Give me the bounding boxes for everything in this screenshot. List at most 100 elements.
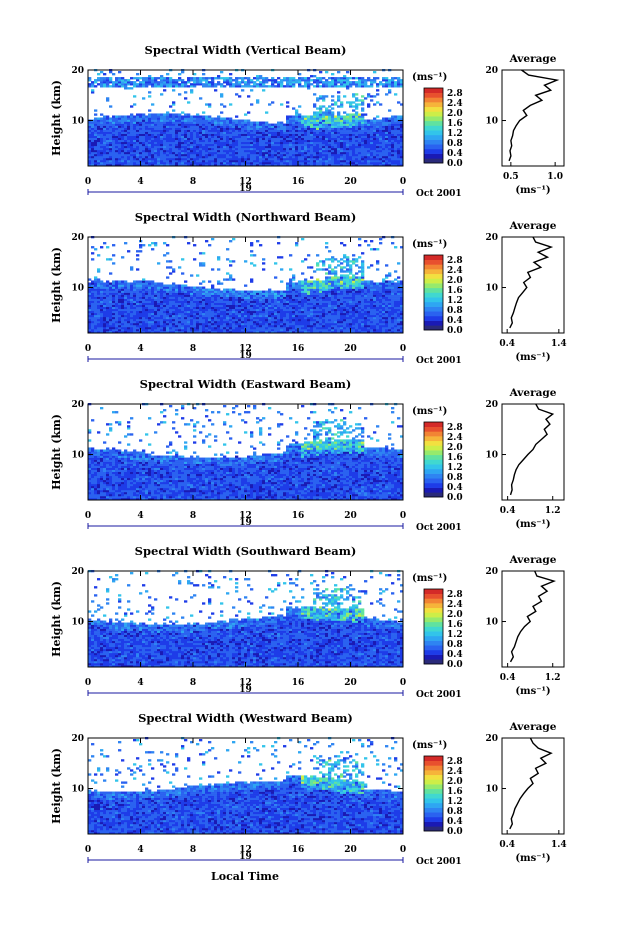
colorbar-swatch <box>424 320 443 326</box>
average-x-tick-label: 1.4 <box>551 840 567 850</box>
colorbar-label: 1.2 <box>447 129 463 139</box>
colorbar-label: 0.0 <box>447 493 463 503</box>
colorbar-label: 1.6 <box>447 286 463 296</box>
x-tick-label: 12 <box>239 177 252 187</box>
date-label: 19 <box>239 184 252 194</box>
colorbar-swatch <box>424 468 443 474</box>
colorbar-swatch <box>424 255 443 260</box>
colorbar-swatch <box>424 454 443 460</box>
colorbar-swatch <box>424 102 443 108</box>
colorbar-label: 1.6 <box>447 453 463 463</box>
colorbar-label: 0.4 <box>447 316 463 326</box>
colorbar-label: 0.0 <box>447 326 463 336</box>
average-panel: Average 20 10 0.4 1.4(ms⁻¹) <box>485 721 566 864</box>
colorbar: (ms⁻¹)2.82.42.01.61.20.80.40.0 <box>412 239 463 336</box>
x-tick-label: 12 <box>239 344 252 354</box>
colorbar-swatch <box>424 92 443 98</box>
colorbar-label: 2.4 <box>447 266 463 276</box>
average-title: Average <box>509 721 557 733</box>
x-tick-label: 16 <box>292 344 305 354</box>
colorbar-label: 0.8 <box>447 306 463 316</box>
average-frame <box>501 570 565 668</box>
colorbar-swatch <box>424 297 443 303</box>
colorbar-label: 0.8 <box>447 807 463 817</box>
colorbar-label: 2.8 <box>447 89 463 99</box>
colorbar-label: 0.4 <box>447 483 463 493</box>
colorbar: (ms⁻¹)2.82.42.01.61.20.80.40.0 <box>412 406 463 503</box>
colorbar-swatch <box>424 158 443 164</box>
colorbar-swatch <box>424 450 443 456</box>
y-tick-label: 10 <box>71 451 84 461</box>
x-tick-label: 4 <box>137 344 143 354</box>
colorbar-swatch <box>424 459 443 465</box>
colorbar-label: 2.8 <box>447 423 463 433</box>
colorbar-frame <box>423 421 444 498</box>
colorbar-swatch <box>424 760 443 766</box>
x-tick-label: 0 <box>85 678 91 688</box>
colorbar-swatch <box>424 106 443 112</box>
average-x-tick-label: 1.4 <box>551 339 567 349</box>
panel-title: Spectral Width (Southward Beam) <box>135 544 357 558</box>
panel-title: Spectral Width (Northward Beam) <box>135 210 357 224</box>
x-tick-label: 0 <box>85 845 91 855</box>
colorbar-unit: (ms⁻¹) <box>412 406 447 417</box>
x-tick-label: 0 <box>400 344 406 354</box>
average-title: Average <box>509 554 557 566</box>
average-profile-line <box>508 69 560 162</box>
average-y-tick-label: 20 <box>485 400 498 410</box>
colorbar-frame <box>423 254 444 331</box>
colorbar-label: 2.0 <box>447 443 463 453</box>
colorbar-frame <box>423 588 444 665</box>
colorbar-swatch <box>424 144 443 150</box>
x-tick-label: 8 <box>190 678 196 688</box>
colorbar-swatch <box>424 97 443 103</box>
month-label: Oct 2001 <box>416 189 462 199</box>
average-y-tick-label: 10 <box>485 785 498 795</box>
date-label: 19 <box>239 518 252 528</box>
colorbar-swatch <box>424 273 443 279</box>
x-tick-label: 4 <box>137 511 143 521</box>
average-x-tick-label: 0.4 <box>499 840 515 850</box>
colorbar-swatch <box>424 325 443 331</box>
average-frame <box>501 69 565 167</box>
colorbar-label: 1.2 <box>447 797 463 807</box>
month-label: Oct 2001 <box>416 523 462 533</box>
colorbar-label: 2.0 <box>447 610 463 620</box>
colorbar-swatch <box>424 603 443 609</box>
colorbar-label: 0.8 <box>447 139 463 149</box>
average-panel: Average 20 10 0.5 1.0 (ms⁻¹) <box>485 53 565 196</box>
colorbar-label: 2.4 <box>447 433 463 443</box>
colorbar-swatch <box>424 659 443 665</box>
x-tick-label: 12 <box>239 845 252 855</box>
heatmap-field <box>88 569 404 668</box>
colorbar-swatch <box>424 589 443 594</box>
x-tick-label: 0 <box>85 511 91 521</box>
x-tick-label: 0 <box>85 344 91 354</box>
colorbar-swatch <box>424 607 443 613</box>
colorbar-label: 2.0 <box>447 276 463 286</box>
colorbar-swatch <box>424 315 443 321</box>
colorbar-label: 0.0 <box>447 827 463 837</box>
panel-5: Spectral Width (Westward Beam) Height (km… <box>50 711 567 867</box>
panel-4: Spectral Width (Southward Beam) Height (k… <box>50 544 565 700</box>
colorbar-label: 0.0 <box>447 660 463 670</box>
colorbar-swatch <box>424 593 443 599</box>
colorbar-swatch <box>424 635 443 641</box>
average-x-tick-label: 1.2 <box>545 506 561 516</box>
colorbar-swatch <box>424 445 443 451</box>
colorbar-label: 0.4 <box>447 650 463 660</box>
x-axis-label: Local Time <box>211 870 279 883</box>
y-tick-label: 10 <box>71 284 84 294</box>
date-label: 19 <box>239 685 252 695</box>
y-axis-label: Height (km) <box>50 247 63 323</box>
colorbar: (ms⁻¹)2.82.42.01.61.20.80.40.0 <box>412 573 463 670</box>
colorbar-unit: (ms⁻¹) <box>412 239 447 250</box>
colorbar-label: 1.2 <box>447 296 463 306</box>
y-tick-label: 10 <box>71 618 84 628</box>
colorbar-swatch <box>424 134 443 140</box>
average-y-tick-label: 20 <box>485 66 498 76</box>
colorbar-swatch <box>424 649 443 655</box>
x-tick-label: 12 <box>239 678 252 688</box>
colorbar-swatch <box>424 283 443 289</box>
